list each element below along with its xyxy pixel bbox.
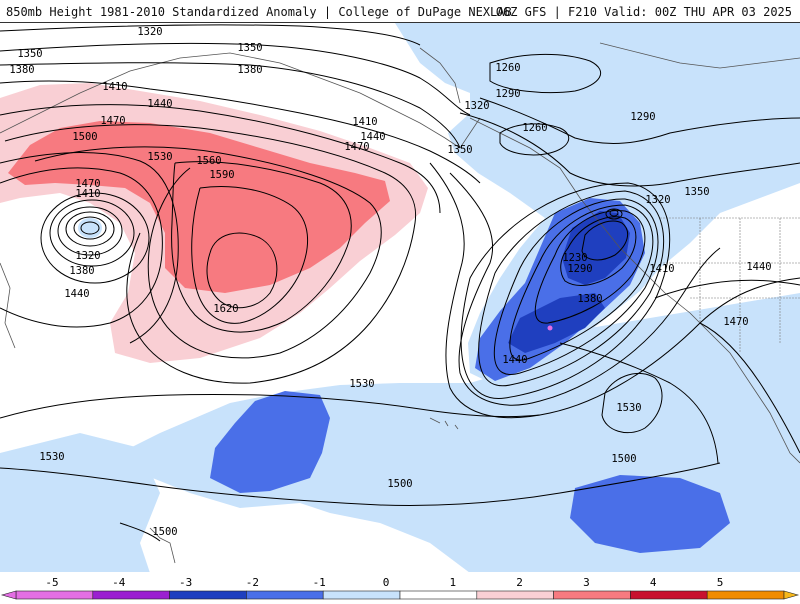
min-anomaly-marker [547, 325, 553, 331]
contour-label: 1320 [464, 100, 489, 112]
colorbar-max-arrow [783, 590, 800, 600]
colorbar-tick-label: -3 [179, 576, 192, 589]
contour-label: 1350 [447, 144, 472, 156]
contour-label: 1320 [645, 194, 670, 206]
contour-label: 1410 [102, 81, 127, 93]
colorbar-tick-label: 1 [449, 576, 456, 589]
colorbar-tick-label: 0 [383, 576, 390, 589]
contour-label: 1350 [684, 186, 709, 198]
colorbar-swatch [246, 590, 324, 600]
colorbar-swatch [92, 590, 170, 600]
colorbar-tick-label: -2 [246, 576, 259, 589]
colorbar-svg: -5 -4 -3 -2 -1 0 1 2 3 4 5 [0, 576, 800, 600]
contour-label: 1410 [352, 116, 377, 128]
contour-label: 1470 [75, 178, 100, 190]
contour-label: 1320 [75, 250, 100, 262]
contour-label: 1530 [147, 151, 172, 163]
map-canvas: 1320 1350 1350 1380 1380 1260 1290 1320 1410 1440… [0, 23, 800, 573]
contour-label: 1500 [387, 478, 412, 490]
contour-label: 1380 [9, 64, 34, 76]
colorbar-tick-label: -4 [112, 576, 126, 589]
colorbar-tick-label: 5 [717, 576, 724, 589]
contour-label: 1500 [152, 526, 177, 538]
colorbar-swatches [0, 590, 800, 600]
contour-label: 1290 [630, 111, 655, 123]
colorbar-tick-label: 2 [516, 576, 523, 589]
contour-label: 1440 [502, 354, 527, 366]
anomaly-neg1-cyclone [78, 218, 102, 238]
contour-label: 1380 [237, 64, 262, 76]
contour-label: 1440 [64, 288, 89, 300]
colorbar-tick-label: -5 [45, 576, 58, 589]
contour-label: 1470 [723, 316, 748, 328]
colorbar-tick-label: 3 [583, 576, 590, 589]
colorbar-swatch [630, 590, 708, 600]
weather-map: 1320 1350 1350 1380 1380 1260 1290 1320 1410 1440… [0, 22, 800, 574]
contour-label: 1350 [237, 42, 262, 54]
contour-label: 1620 [213, 303, 238, 315]
colorbar-tick-label: -1 [313, 576, 326, 589]
contour-label: 1470 [344, 141, 369, 153]
contour-label: 1260 [495, 62, 520, 74]
colorbar-swatch [15, 590, 94, 600]
contour-label: 1470 [100, 115, 125, 127]
contour-label: 1320 [137, 26, 162, 38]
anomaly-neg3-region [508, 211, 630, 353]
contour-label: 1230 [562, 252, 587, 264]
contour-label: 1590 [209, 169, 234, 181]
contour-label: 1530 [349, 378, 374, 390]
height-contours [0, 24, 800, 542]
contour-label: 1290 [495, 88, 520, 100]
contour-label: 1350 [17, 48, 42, 60]
colorbar-min-arrow [0, 590, 17, 600]
contour-label: 1500 [72, 131, 97, 143]
contour-label: 1440 [360, 131, 385, 143]
political-borders [660, 217, 800, 353]
colorbar-swatch [169, 590, 247, 600]
contour-label: 1440 [147, 98, 172, 110]
model-run-valid-time: 06Z GFS | F210 Valid: 00Z THU APR 03 202… [495, 5, 792, 19]
contour-label: 1410 [649, 263, 674, 275]
colorbar-swatch [399, 590, 478, 600]
colorbar-swatch [322, 590, 401, 600]
contour-label: 1530 [39, 451, 64, 463]
contour-label: 1530 [616, 402, 641, 414]
contour-label: 1290 [567, 263, 592, 275]
map-title: 850mb Height 1981-2010 Standardized Anom… [6, 5, 512, 19]
contour-label: 1500 [611, 453, 636, 465]
contour-label: 1260 [522, 122, 547, 134]
contour-label: 1380 [577, 293, 602, 305]
contour-label: 1440 [746, 261, 771, 273]
colorbar-tick-label: 4 [650, 576, 657, 589]
contour-label: 1560 [196, 155, 221, 167]
anomaly-colorbar: -5 -4 -3 -2 -1 0 1 2 3 4 5 [0, 572, 800, 600]
colorbar-tick-labels: -5 -4 -3 -2 -1 0 1 2 3 4 5 [45, 576, 723, 589]
colorbar-swatch [553, 590, 631, 600]
anomaly-pos2-region [8, 121, 390, 293]
colorbar-swatch [476, 590, 554, 600]
contour-label: 1410 [75, 188, 100, 200]
contour-labels: 1320 1350 1350 1380 1380 1260 1290 1320 1410 1440… [9, 26, 771, 538]
colorbar-swatch [706, 590, 785, 600]
map-header: 850mb Height 1981-2010 Standardized Anom… [0, 0, 800, 22]
contour-label: 1380 [69, 265, 94, 277]
